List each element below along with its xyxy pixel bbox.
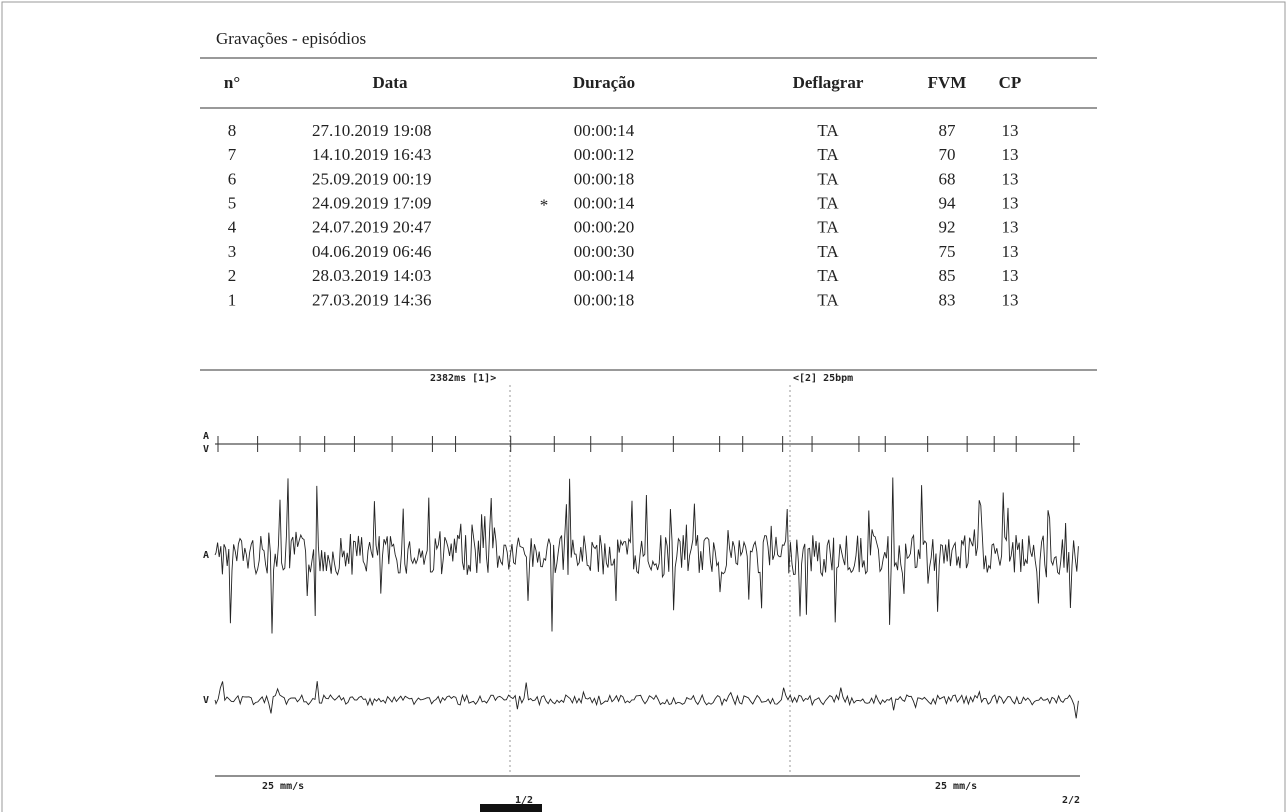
ecg-label: V <box>203 444 209 455</box>
table-cell: 83 <box>939 290 956 309</box>
ecg-interval: 2382ms [1]> <box>430 373 496 384</box>
ecg-rate: <[2] 25bpm <box>793 373 853 384</box>
table-cell: 00:00:18 <box>574 169 634 188</box>
table-cell: 2 <box>228 266 237 285</box>
table-cell: TA <box>817 169 839 188</box>
table-cell: 5 <box>228 194 237 213</box>
page: Gravações - episódios n° Data Duração Defla… <box>0 0 1287 812</box>
table-cell: TA <box>817 194 839 213</box>
column-header: Data <box>373 73 408 92</box>
table-cell: 92 <box>939 218 956 237</box>
table-cell: TA <box>817 218 839 237</box>
ecg-label: V <box>203 695 209 706</box>
row-mark: * <box>540 196 549 215</box>
table-cell: 00:00:14 <box>574 266 635 285</box>
ecg-trace <box>215 478 1078 634</box>
table-cell: 00:00:20 <box>574 218 634 237</box>
table-cell: 75 <box>939 242 956 261</box>
table-cell: 6 <box>228 169 237 188</box>
table-cell: 1 <box>228 290 237 309</box>
table-cell: 4 <box>228 218 237 237</box>
column-header: Deflagrar <box>793 73 864 92</box>
table-cell: 24.07.2019 20:47 <box>312 218 432 237</box>
table-cell: TA <box>817 121 839 140</box>
table-cell: 8 <box>228 121 237 140</box>
table-cell: TA <box>817 266 839 285</box>
table-cell: 13 <box>1002 266 1019 285</box>
table-cell: 13 <box>1002 242 1019 261</box>
tab <box>480 804 542 812</box>
column-header: Duração <box>573 73 635 92</box>
table-cell: 68 <box>939 169 956 188</box>
table-cell: 3 <box>228 242 237 261</box>
table-cell: 85 <box>939 266 956 285</box>
table-cell: 87 <box>939 121 957 140</box>
table-cell: 00:00:12 <box>574 145 634 164</box>
frame <box>2 2 1285 812</box>
table-cell: TA <box>817 145 839 164</box>
table-title: Gravações - episódios <box>216 29 366 48</box>
column-header: FVM <box>928 73 967 92</box>
table-cell: 24.09.2019 17:09 <box>312 194 431 213</box>
ecg-label: A <box>203 550 209 561</box>
column-header: n° <box>224 73 240 92</box>
table-cell: 00:00:18 <box>574 290 634 309</box>
table-cell: 00:00:14 <box>574 121 635 140</box>
ecg-strip: 2382ms [1]> <[2] 25bpm A V A V 25 mm/s 2… <box>203 373 1080 812</box>
table-cell: 27.10.2019 19:08 <box>312 121 431 140</box>
table-cell: 13 <box>1002 121 1019 140</box>
table-cell: 13 <box>1002 145 1019 164</box>
table-cell: 13 <box>1002 169 1019 188</box>
table-cell: 70 <box>939 145 956 164</box>
table-cell: 7 <box>228 145 237 164</box>
column-header: CP <box>999 73 1022 92</box>
table-cell: 13 <box>1002 290 1019 309</box>
ecg-label: A <box>203 431 209 442</box>
table-cell: 00:00:30 <box>574 242 634 261</box>
table-cell: 13 <box>1002 218 1019 237</box>
table-cell: 13 <box>1002 194 1019 213</box>
table-cell: TA <box>817 290 839 309</box>
table-cell: 27.03.2019 14:36 <box>312 290 431 309</box>
ecg-page: 2/2 <box>1062 795 1080 806</box>
table-cell: 94 <box>939 194 957 213</box>
table: Gravações - episódios n° Data Duração Defla… <box>200 29 1097 370</box>
table-cell: 00:00:14 <box>574 194 635 213</box>
table-cell: 04.06.2019 06:46 <box>312 242 431 261</box>
ecg-trace <box>215 681 1078 718</box>
table-cell: 28.03.2019 14:03 <box>312 266 431 285</box>
table-cell: TA <box>817 242 839 261</box>
ecg-speed: 25 mm/s <box>935 781 977 792</box>
table-cell: 25.09.2019 00:19 <box>312 169 431 188</box>
ecg-speed: 25 mm/s <box>262 781 304 792</box>
table-cell: 14.10.2019 16:43 <box>312 145 431 164</box>
